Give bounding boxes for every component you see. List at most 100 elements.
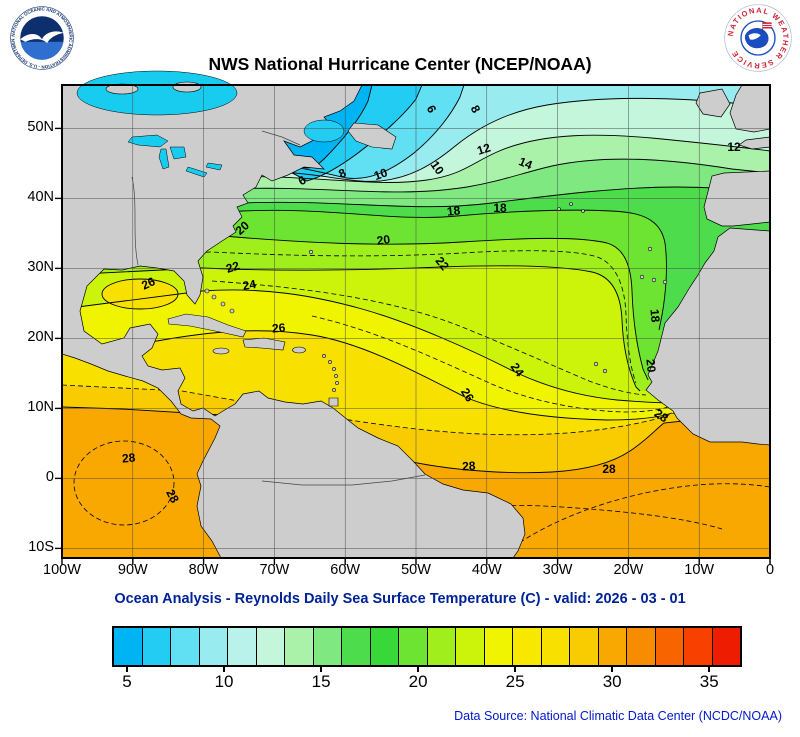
- colorbar-cell-20: [684, 628, 713, 665]
- island-bahamas: [211, 294, 217, 300]
- lon-label-50W: 50W: [401, 562, 431, 578]
- contour-label-18c: 18: [446, 203, 461, 218]
- lat-label-0: 0: [45, 469, 54, 486]
- longitude-axis: 100W 90W 80W 70W 60W 50W 40W 30W 20W 10W 0: [43, 562, 774, 582]
- island-cape-verde: [602, 368, 608, 374]
- isotherm-18c: [61, 209, 667, 331]
- colorbar-label-35: 35: [699, 672, 719, 691]
- contour-label-10c: 10: [372, 165, 390, 183]
- lat-label-20N: 20N: [27, 329, 54, 346]
- island-canaries: [639, 274, 645, 280]
- hudson-bay: [76, 70, 238, 116]
- data-source: Data Source: National Climatic Data Cent…: [454, 709, 782, 723]
- island-lesser-antilles: [332, 388, 336, 392]
- contour-label-20c: 20: [376, 232, 391, 248]
- lon-label-0: 0: [765, 562, 775, 578]
- colorbar-cell-9: [370, 628, 399, 665]
- island-lesser-antilles: [322, 354, 326, 358]
- lake-erie: [185, 166, 208, 178]
- colorbar-cell-7: [313, 628, 342, 665]
- colorbar-cell-12: [456, 628, 485, 665]
- noaa-seagull-icon: [20, 31, 64, 44]
- colorbar-cell-5: [256, 628, 285, 665]
- latitude-axis: 50N 40N 30N 20N 10N 0 10S: [10, 85, 56, 558]
- land: [61, 84, 771, 559]
- isotherm-21c-dashed: [61, 250, 637, 384]
- contour-label-12c: 12: [475, 140, 492, 158]
- isotherm-10c: [61, 97, 771, 182]
- isotherm-24c: [61, 289, 671, 404]
- lon-label-70W: 70W: [259, 562, 290, 578]
- isotherm-22c: [61, 265, 641, 392]
- lake-superior: [127, 134, 169, 148]
- island-azores: [569, 202, 573, 206]
- colorbar-tick-20: [417, 665, 420, 672]
- lon-label-100W: 100W: [43, 562, 81, 578]
- land-americas: [61, 84, 526, 559]
- lon-label-60W: 60W: [330, 562, 361, 578]
- isotherm-23c-dashed: [211, 280, 647, 396]
- grid-lines: [62, 85, 770, 558]
- land-africa: [645, 227, 771, 446]
- island-trinidad: [328, 397, 339, 407]
- nws-logo-graphic: NATIONAL WEATHER SERVICE: [724, 4, 792, 72]
- island-lesser-antilles: [334, 374, 338, 378]
- river-mississippi: [131, 176, 139, 266]
- colorbar-tick-5: [126, 665, 129, 672]
- island-newfoundland: [347, 122, 397, 150]
- colorbar-cell-0: [114, 628, 143, 665]
- isotherm-27c-dashed: [61, 384, 675, 436]
- dashed-isotherms: [61, 250, 771, 548]
- island-azores: [557, 207, 561, 211]
- lon-label-40W: 40W: [471, 562, 502, 578]
- island-bahamas: [229, 308, 235, 314]
- contour-label-18c: 18: [647, 308, 662, 323]
- contour-label-20c: 20: [643, 358, 658, 373]
- colorbar-label-15: 15: [311, 672, 331, 691]
- isotherm-25c-dashed: [311, 315, 669, 413]
- contour-label-28c: 28: [602, 462, 616, 476]
- lat-label-30N: 30N: [27, 259, 54, 276]
- colorbar-cell-21: [712, 628, 740, 665]
- nws-landmass-icon: [748, 33, 761, 40]
- colorbar-cell-14: [513, 628, 542, 665]
- colorbar-cell-17: [598, 628, 627, 665]
- island-bermuda: [308, 249, 314, 255]
- water-bodies: [76, 70, 345, 178]
- river-amazon: [261, 474, 426, 486]
- island-canaries: [651, 277, 657, 283]
- island-puerto-rico: [292, 346, 306, 354]
- lat-label-10S: 10S: [28, 539, 54, 556]
- land-ireland: [695, 88, 731, 118]
- rivers: [131, 130, 426, 486]
- river-st-lawrence: [261, 130, 301, 146]
- lat-label-10N: 10N: [27, 399, 54, 416]
- isotherm-20c: [61, 234, 649, 381]
- isotherm-28c-pacific-dashed: [73, 440, 175, 526]
- contour-label-14c: 14: [517, 154, 535, 172]
- isotherm-dashed-south-2: [391, 505, 723, 530]
- colorbar-label-25: 25: [505, 672, 525, 691]
- lake-huron: [169, 146, 187, 160]
- isotherm-14c: [61, 158, 771, 198]
- colorbar-cell-3: [199, 628, 228, 665]
- colorbar-ticks: [112, 665, 738, 672]
- lake-ontario: [205, 162, 223, 171]
- contour-label-26c: 26: [139, 274, 157, 292]
- page-title: NWS National Hurricane Center (NCEP/NOAA…: [208, 54, 592, 74]
- lake-michigan: [158, 148, 170, 170]
- noaa-emblem-sea: [20, 41, 64, 60]
- island-cuba: [167, 313, 247, 338]
- contour-label-26c: 26: [271, 320, 286, 335]
- lat-label-40N: 40N: [27, 189, 54, 206]
- lon-label-80W: 80W: [188, 562, 219, 578]
- nws-flag-icon: [762, 22, 772, 29]
- island-madeira: [647, 246, 653, 252]
- isotherm-28c-south-dashed: [512, 483, 771, 548]
- colorbar-cell-4: [228, 628, 257, 665]
- island-azores: [581, 209, 585, 213]
- colorbar-labels: 5 10 15 20 25 30 35: [112, 672, 738, 694]
- islands: [105, 81, 668, 407]
- island-lesser-antilles: [335, 381, 339, 385]
